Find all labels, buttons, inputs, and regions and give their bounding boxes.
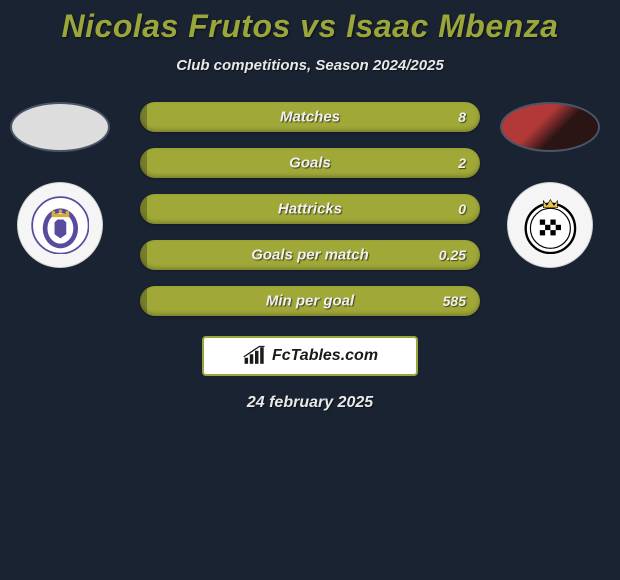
stat-value-right: 0	[458, 201, 466, 217]
stat-bar: Min per goal 585	[140, 286, 480, 316]
stat-label: Goals	[289, 155, 331, 172]
stat-bar: Goals per match 0.25	[140, 240, 480, 270]
stat-value-right: 8	[458, 109, 466, 125]
brand-text: FcTables.com	[272, 347, 378, 365]
bar-fill-left	[140, 240, 147, 270]
comparison-card: Nicolas Frutos vs Isaac Mbenza Club comp…	[0, 0, 620, 412]
player-right-photo	[500, 102, 600, 152]
player-left-photo	[10, 102, 110, 152]
bar-fill-left	[140, 286, 147, 316]
stat-bar: Matches 8	[140, 102, 480, 132]
club-badge-right	[507, 182, 593, 268]
date-label: 24 february 2025	[0, 394, 620, 412]
stat-value-right: 0.25	[439, 247, 466, 263]
stat-bars: Matches 8 Goals 2 Hattricks 0 Goals per …	[140, 102, 480, 316]
bar-fill-left	[140, 194, 147, 224]
stat-label: Goals per match	[251, 247, 369, 264]
page-title: Nicolas Frutos vs Isaac Mbenza	[0, 8, 620, 45]
subtitle: Club competitions, Season 2024/2025	[0, 57, 620, 74]
stat-value-right: 2	[458, 155, 466, 171]
player-right-column	[500, 102, 600, 268]
club-badge-left	[17, 182, 103, 268]
bar-fill-left	[140, 148, 147, 178]
bar-chart-icon	[242, 345, 268, 367]
player-left-column	[10, 102, 110, 268]
stat-value-right: 585	[443, 293, 466, 309]
stat-label: Min per goal	[266, 293, 354, 310]
bar-fill-left	[140, 102, 147, 132]
stat-bar: Goals 2	[140, 148, 480, 178]
comparison-body: Matches 8 Goals 2 Hattricks 0 Goals per …	[0, 102, 620, 316]
charleroi-crest-icon	[521, 196, 580, 255]
stat-bar: Hattricks 0	[140, 194, 480, 224]
stat-label: Hattricks	[278, 201, 342, 218]
anderlecht-crest-icon	[31, 196, 90, 255]
stat-label: Matches	[280, 109, 340, 126]
brand-badge[interactable]: FcTables.com	[202, 336, 418, 376]
